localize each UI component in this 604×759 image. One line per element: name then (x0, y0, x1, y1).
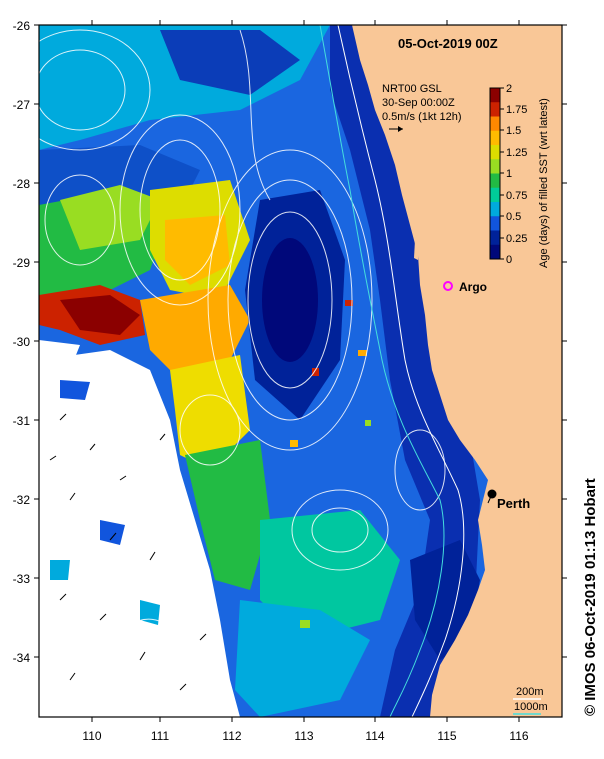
sst-speckle-5 (345, 300, 353, 306)
land-western-australia (352, 25, 562, 717)
perth-marker-icon (487, 489, 497, 504)
legend-scale: 0.5m/s (1kt 12h) (382, 111, 461, 123)
lat-tick-label: -29 (13, 256, 31, 270)
sst-region-orange-mid (140, 285, 250, 380)
lat-tick-label: -31 (13, 414, 31, 428)
colorbar-segment (490, 159, 500, 174)
sst-region-yellow-mid (170, 355, 250, 470)
sst-speckle-2 (100, 520, 125, 545)
colorbar-tick-label: 0.25 (506, 233, 527, 245)
sst-speckle-10 (300, 620, 310, 628)
isobath-1000m (319, 25, 445, 717)
current-contours (39, 29, 446, 681)
argo-marker-icon (443, 281, 453, 291)
colorbar (489, 87, 501, 260)
place-label-argo: Argo (459, 280, 487, 294)
lon-tick-label: 113 (294, 729, 313, 743)
sst-region-coastal-blue (330, 25, 480, 717)
colorbar-label: Age (days) of filled SST (wrt latest) (538, 98, 550, 268)
sst-speckle-8 (290, 440, 298, 447)
colorbar-segment (490, 145, 500, 160)
sst-speckle-3 (140, 600, 160, 625)
colorbar-segment (490, 244, 500, 260)
credit-text: © IMOS 06-Oct-2019 01:13 Hobart (582, 478, 599, 716)
colorbar-segment (490, 116, 500, 132)
colorbar-segment (490, 130, 500, 146)
lat-tick-label: -33 (13, 572, 31, 586)
lat-tick-label: -27 (13, 98, 31, 112)
colorbar-segment (490, 187, 500, 203)
lat-tick-label: -34 (13, 651, 31, 665)
lat-tick-label: -28 (13, 177, 31, 191)
sst-region-green-sw (185, 440, 270, 590)
isobath-200m (337, 25, 465, 717)
legend-product: NRT00 GSL (382, 83, 442, 95)
current-vectors (49, 413, 207, 691)
lon-tick-label: 111 (151, 729, 170, 743)
colorbar-tick-label: 0.5 (506, 211, 521, 223)
land-islet (414, 240, 420, 260)
colorbar-tick-label: 1.75 (506, 104, 527, 116)
colorbar-tick-label: 1.25 (506, 147, 527, 159)
sst-eddy-core (262, 238, 318, 362)
sst-region-lightgreen-west (60, 185, 160, 250)
lon-tick-label: 116 (509, 729, 528, 743)
colorbar-tick-label: 1.5 (506, 125, 521, 137)
lat-tick-label: -32 (13, 493, 31, 507)
sst-speckle-4 (50, 560, 70, 580)
sst-speckle-1 (60, 380, 90, 400)
lon-axis: 110 111 112 113 114 115 116 (82, 20, 529, 743)
lon-tick-label: 112 (222, 729, 241, 743)
lon-tick-label: 115 (437, 729, 456, 743)
colorbar-segment (490, 173, 500, 189)
place-label-perth: Perth (497, 496, 530, 511)
sst-region-cyan-south (235, 600, 370, 717)
colorbar-tick-label: 1 (506, 168, 512, 180)
colorbar-segment (490, 202, 500, 217)
map-area (39, 25, 562, 717)
lat-tick-label: -30 (13, 335, 31, 349)
sst-speckle-6 (312, 368, 319, 376)
lat-axis: -26 -27 -28 -29 -30 -31 -32 -33 -34 (13, 19, 567, 665)
sst-region-darkred (60, 295, 140, 335)
colorbar-segment (490, 88, 500, 103)
colorbar-tick-label: 2 (506, 83, 512, 95)
lat-tick-label: -26 (13, 19, 31, 33)
isobath-legend-200m: 200m (516, 686, 544, 698)
no-data-region (39, 350, 240, 717)
sst-region-orange-north (165, 215, 230, 285)
sst-speckle-7 (358, 350, 367, 356)
isobath-legend-1000m: 1000m (514, 701, 548, 713)
colorbar-segment (490, 102, 500, 117)
map-title: 05-Oct-2019 00Z (398, 36, 498, 51)
scale-arrow-icon (389, 126, 403, 132)
colorbar-segment (490, 216, 500, 231)
legend-date: 30-Sep 00:00Z (382, 97, 455, 109)
colorbar-segment (490, 230, 500, 246)
lon-tick-label: 114 (365, 729, 384, 743)
map-frame (38, 24, 563, 718)
sst-region-blue-north (160, 30, 300, 95)
colorbar-tick-label: 0.75 (506, 190, 527, 202)
sst-speckle-9 (365, 420, 371, 426)
no-data-patch (39, 340, 80, 372)
colorbar-ticks (500, 87, 504, 260)
colorbar-tick-label: 0 (506, 254, 512, 266)
lon-tick-label: 110 (82, 729, 101, 743)
